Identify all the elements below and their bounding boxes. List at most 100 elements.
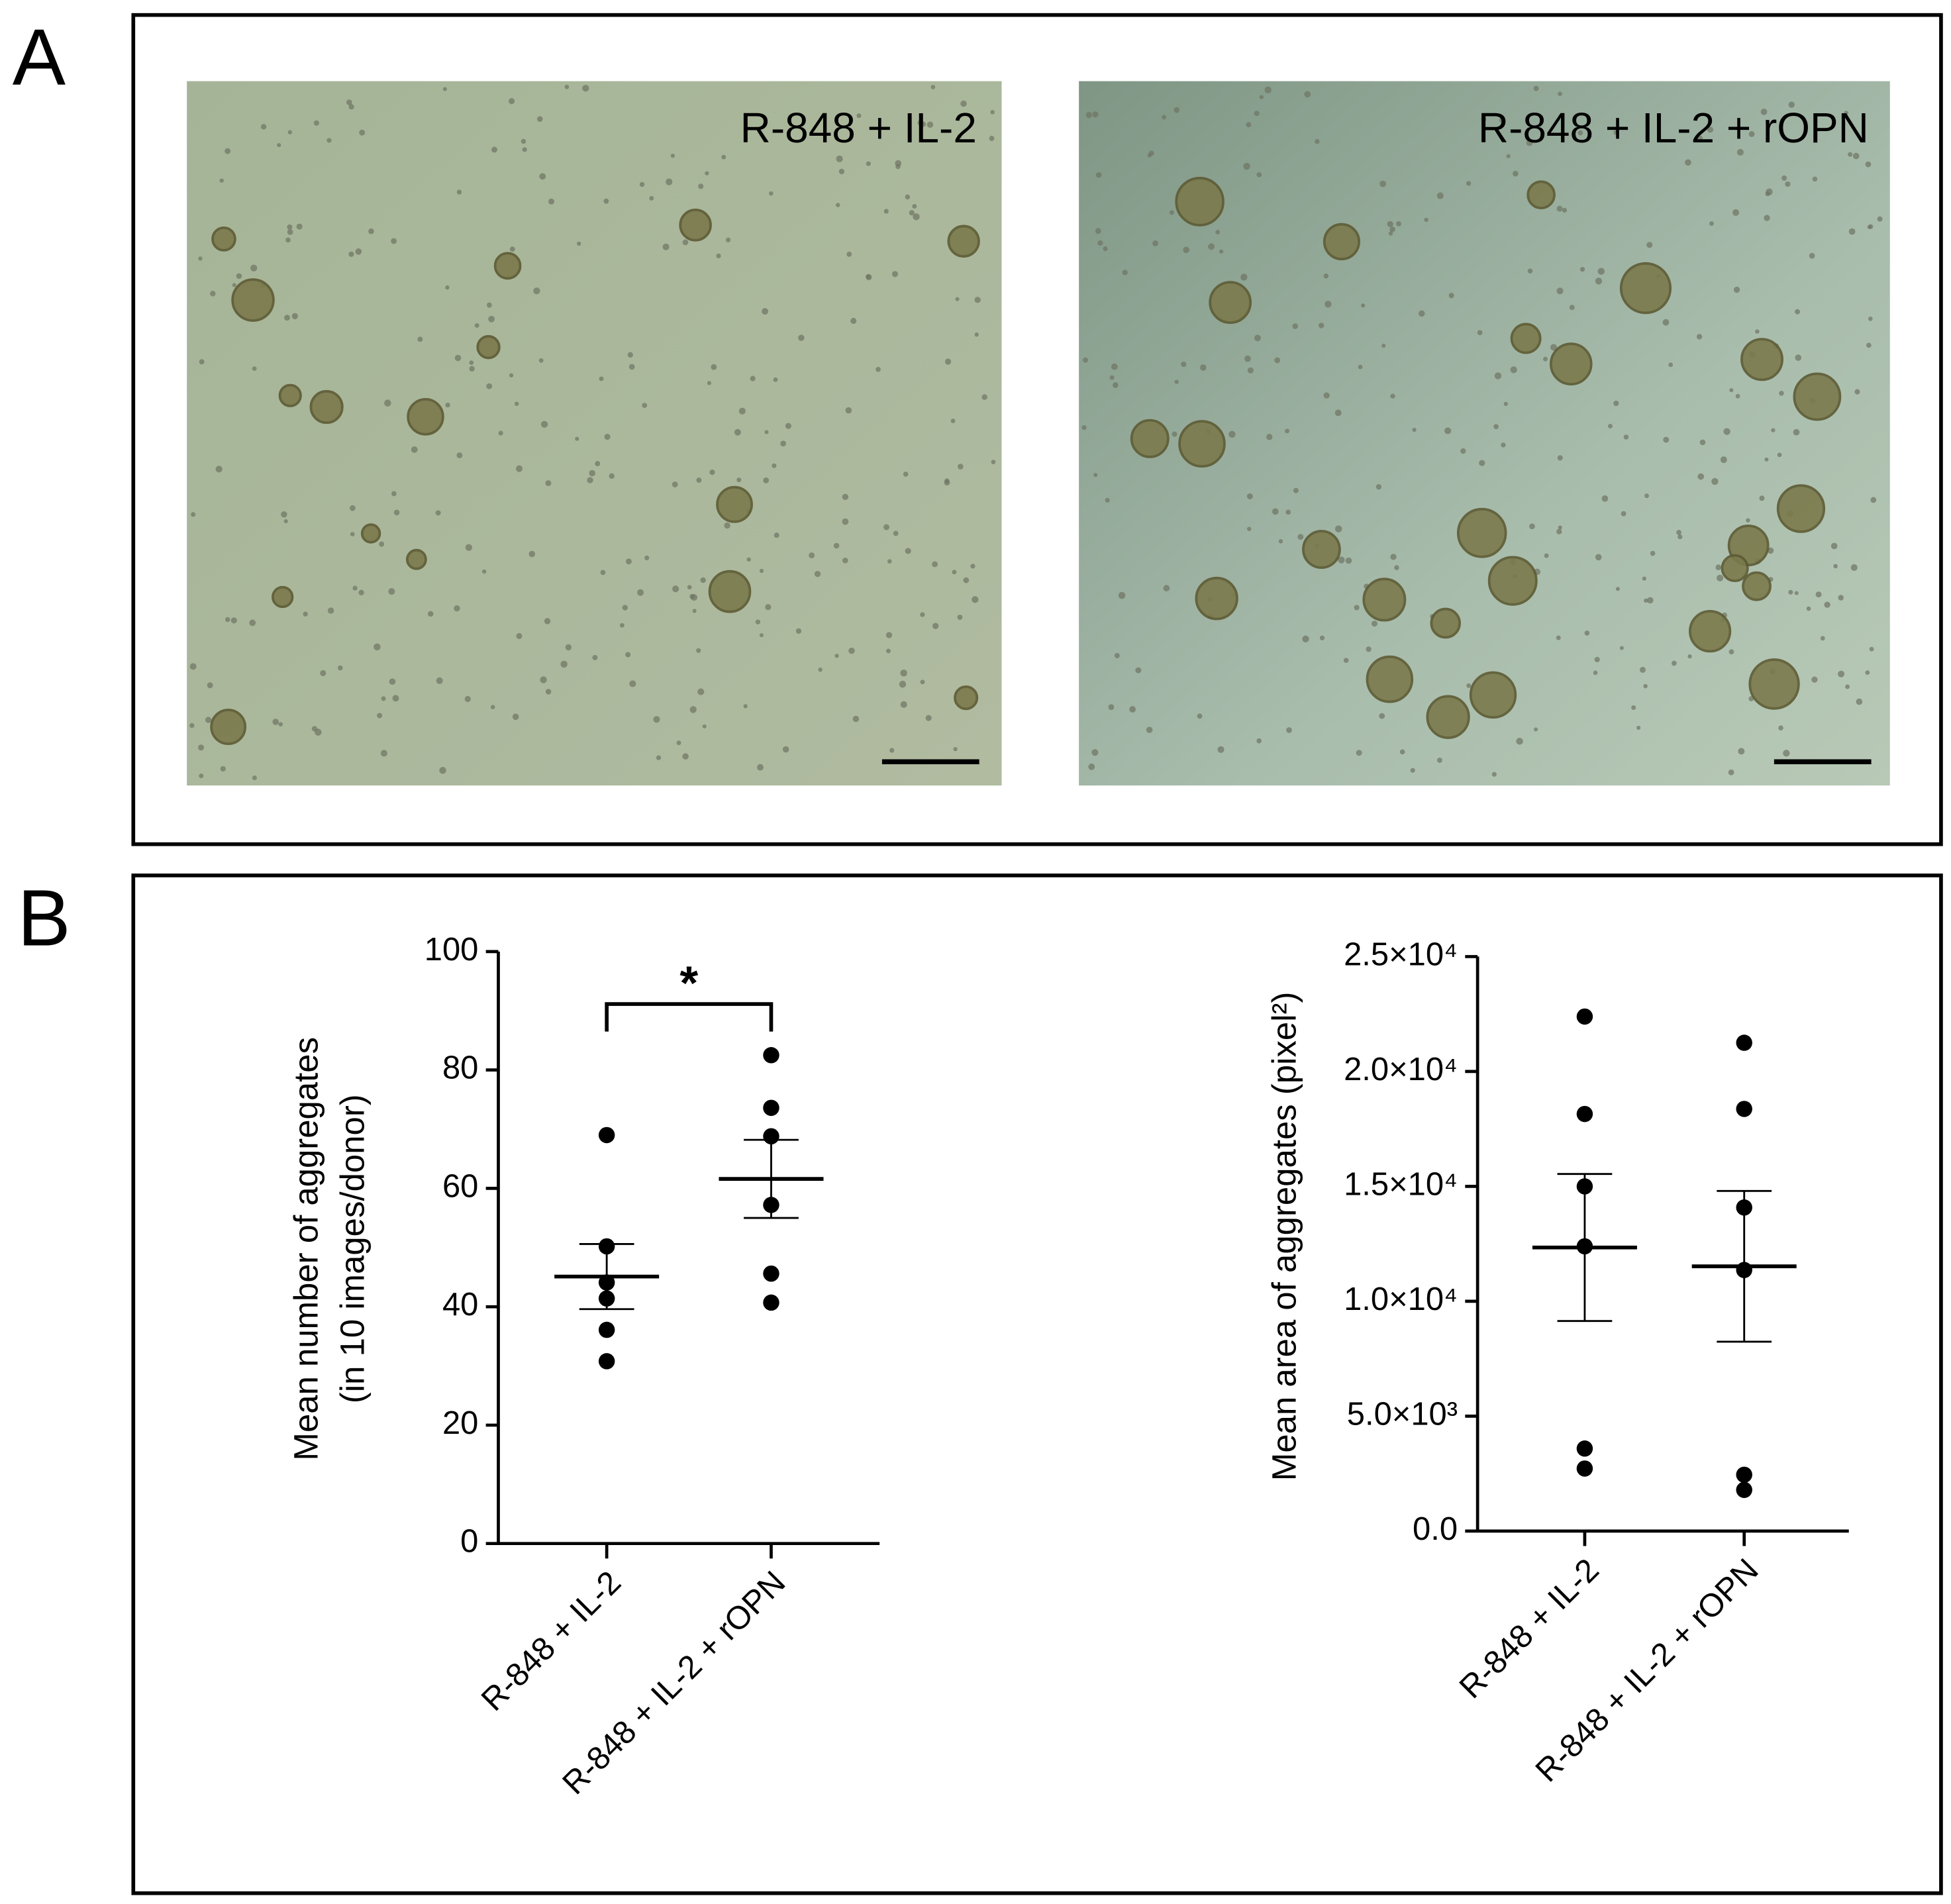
cell xyxy=(1325,301,1332,308)
cell xyxy=(1246,122,1252,128)
cell xyxy=(925,715,932,721)
cell xyxy=(1755,329,1760,334)
cell xyxy=(595,461,601,467)
cell xyxy=(1244,355,1251,362)
cell xyxy=(1830,542,1838,550)
cell xyxy=(1631,705,1636,711)
cell xyxy=(656,755,662,760)
cell xyxy=(1685,159,1691,166)
cell xyxy=(1256,172,1262,177)
cell xyxy=(838,168,845,175)
cell xyxy=(486,302,492,308)
cell xyxy=(1558,91,1562,96)
cell xyxy=(252,366,257,371)
cell xyxy=(798,334,805,341)
cell xyxy=(642,403,648,408)
y-tick-label: 2.5×10⁴ xyxy=(1344,936,1458,972)
cell xyxy=(355,248,362,255)
cell xyxy=(544,618,551,625)
cell xyxy=(1334,525,1342,532)
cell xyxy=(1696,334,1703,340)
cell xyxy=(950,419,956,423)
cell xyxy=(1558,525,1562,530)
cell xyxy=(1466,181,1472,186)
cell xyxy=(895,164,901,170)
cell xyxy=(225,148,231,154)
cell xyxy=(575,436,579,441)
data-point xyxy=(1576,1460,1593,1477)
cell xyxy=(545,480,552,487)
cell xyxy=(1243,162,1250,170)
cell xyxy=(1266,434,1273,440)
cell xyxy=(709,470,715,476)
cell xyxy=(1436,757,1442,763)
cell xyxy=(350,505,356,511)
cell xyxy=(199,359,205,365)
cell xyxy=(1736,148,1744,156)
cell xyxy=(721,154,726,160)
cell xyxy=(1506,154,1511,158)
cell xyxy=(944,479,950,486)
cell xyxy=(1163,585,1170,592)
cell xyxy=(540,421,548,428)
cell xyxy=(833,542,840,549)
cell xyxy=(1081,425,1087,430)
cell xyxy=(1256,738,1262,744)
cell xyxy=(1174,107,1180,113)
cell xyxy=(785,423,791,429)
cell xyxy=(1636,725,1641,730)
cell xyxy=(587,477,593,483)
cell xyxy=(210,291,216,297)
cell xyxy=(1788,589,1793,595)
cell xyxy=(846,251,852,257)
cell xyxy=(912,203,917,209)
cell xyxy=(445,285,450,290)
cell xyxy=(649,195,654,201)
cell xyxy=(1345,557,1352,564)
y-axis-label: Mean number of aggregates xyxy=(287,1037,325,1461)
cell xyxy=(970,564,976,569)
cell xyxy=(1795,354,1802,361)
cell xyxy=(1668,362,1674,368)
cell xyxy=(689,706,697,713)
cell xyxy=(1272,508,1279,515)
cell xyxy=(327,607,334,614)
cell xyxy=(960,100,967,107)
aggregate xyxy=(1776,484,1826,533)
cell xyxy=(287,224,293,230)
cell xyxy=(384,399,391,407)
cell xyxy=(991,460,996,464)
cell xyxy=(759,633,764,638)
cell xyxy=(1444,427,1452,434)
cell xyxy=(1254,111,1260,117)
cell xyxy=(1477,330,1483,336)
cell xyxy=(435,510,441,516)
cell xyxy=(1410,768,1415,773)
cell xyxy=(662,243,670,250)
cell xyxy=(368,228,374,234)
cell xyxy=(1623,434,1629,440)
cell xyxy=(1677,534,1683,540)
cell xyxy=(887,559,892,564)
cell xyxy=(989,136,995,141)
cell xyxy=(391,238,397,244)
y-tick-label: 2.0×10⁴ xyxy=(1344,1052,1458,1087)
data-point xyxy=(1576,1105,1593,1123)
cell xyxy=(1793,428,1800,436)
cell xyxy=(780,440,787,447)
cell xyxy=(358,589,364,596)
cell xyxy=(486,383,493,389)
cell xyxy=(622,605,628,611)
cell xyxy=(389,678,396,685)
cell xyxy=(893,530,899,536)
cell xyxy=(836,203,840,207)
cell xyxy=(1595,554,1602,561)
aggregate xyxy=(954,685,979,711)
cell xyxy=(772,463,777,468)
cell xyxy=(795,628,802,634)
cell xyxy=(509,373,514,377)
cell xyxy=(1556,635,1561,640)
cell xyxy=(1197,713,1203,719)
cell xyxy=(818,667,823,672)
cell xyxy=(639,181,645,187)
